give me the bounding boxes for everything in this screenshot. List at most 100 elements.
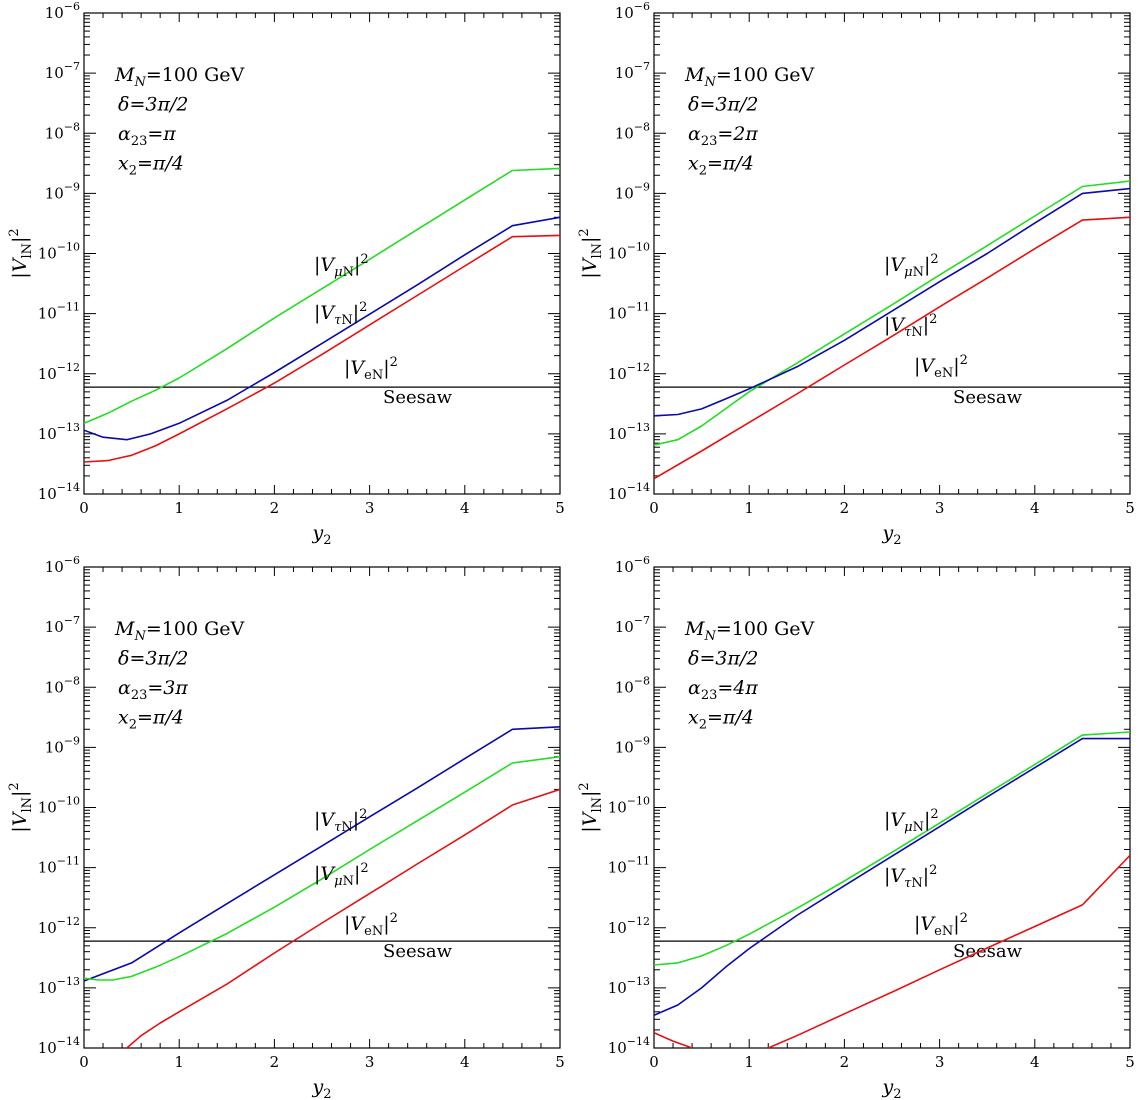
y-tick-label: 10−12 [608, 915, 650, 937]
series-label-e: |VeN|2 [914, 353, 968, 381]
x-tick-label: 2 [270, 1053, 280, 1071]
y-tick-label: 10−10 [608, 241, 650, 263]
y-tick-label: 10−8 [615, 674, 650, 696]
y-tick-label: 10−7 [45, 614, 80, 636]
x-tick-label: 0 [79, 1053, 89, 1071]
series-line-e [84, 234, 560, 463]
y-tick-label: 10−8 [615, 120, 650, 142]
seesaw-label: Seesaw [383, 941, 453, 962]
y-tick-label: 10−11 [38, 301, 80, 323]
param-line: δ=3π/2 [118, 648, 188, 670]
series-label-e: |VeN|2 [914, 911, 968, 939]
x-tick-label: 4 [460, 499, 470, 517]
series-label-mu: |VμN|2 [314, 252, 369, 280]
param-line: α23=3π [118, 677, 188, 703]
param-line: x2=π/4 [118, 153, 184, 179]
y-tick-label: 10−9 [45, 180, 80, 202]
y-tick-label: 10−9 [615, 180, 650, 202]
series-line-e [654, 1031, 693, 1048]
y-tick-label: 10−6 [45, 0, 80, 22]
y-tick-label: 10−8 [45, 674, 80, 696]
y-tick-label: 10−10 [38, 241, 80, 263]
x-tick-label: 1 [744, 499, 754, 517]
y-axis-title-text: |VlN|2 [577, 782, 605, 832]
y-tick-label: 10−9 [45, 734, 80, 756]
x-tick-label: 1 [174, 499, 184, 517]
y-tick-label: 10−10 [38, 795, 80, 817]
series-label-mu: |VμN|2 [884, 252, 939, 280]
param-line: δ=3π/2 [118, 94, 188, 116]
y-tick-label: 10−6 [45, 554, 80, 576]
param-line: α23=2π [688, 123, 758, 149]
y-tick-label: 10−7 [615, 614, 650, 636]
y-tick-label: 10−14 [38, 481, 80, 503]
series-label-tau: |VτN|2 [884, 312, 937, 340]
x-axis-title: y2 [311, 522, 331, 548]
y-tick-label: 10−6 [615, 0, 650, 22]
y-tick-label: 10−8 [45, 120, 80, 142]
series-label-tau: |VτN|2 [314, 300, 367, 328]
y-tick-label: 10−13 [38, 421, 80, 443]
seesaw-label: Seesaw [953, 387, 1023, 408]
x-tick-label: 4 [1030, 1053, 1040, 1071]
param-line: x2=π/4 [688, 707, 754, 733]
y-tick-label: 10−6 [615, 554, 650, 576]
y-tick-label: 10−13 [38, 975, 80, 997]
series-line-e [767, 854, 1130, 1048]
series-line-mu [84, 167, 560, 425]
y-tick-label: 10−14 [608, 1035, 650, 1057]
series-label-tau: |VτN|2 [884, 863, 937, 891]
y-axis-title: |VlN|2 [7, 782, 35, 832]
x-tick-label: 2 [270, 499, 280, 517]
y-axis-title-text: |VlN|2 [577, 228, 605, 278]
y-tick-label: 10−13 [608, 975, 650, 997]
series-line-mu [654, 180, 1130, 446]
y-tick-label: 10−12 [608, 361, 650, 383]
x-tick-label: 0 [649, 499, 659, 517]
seesaw-label: Seesaw [953, 941, 1023, 962]
seesaw-label: Seesaw [383, 387, 453, 408]
y-tick-label: 10−14 [38, 1035, 80, 1057]
y-tick-label: 10−10 [608, 795, 650, 817]
series-line-tau [84, 726, 560, 982]
x-axis-title: y2 [311, 1076, 331, 1100]
x-tick-label: 5 [555, 499, 565, 517]
series-line-e [126, 788, 560, 1048]
series-line-tau [654, 737, 1130, 1017]
y-axis-title-text: |VlN|2 [7, 782, 35, 832]
x-axis-title: y2 [881, 522, 901, 548]
param-line: α23=π [118, 123, 176, 149]
series-label-e: |VeN|2 [344, 911, 398, 939]
y-tick-label: 10−9 [615, 734, 650, 756]
param-line: MN=100 GeV [114, 64, 244, 90]
series-line-tau [84, 216, 560, 441]
param-line: MN=100 GeV [114, 618, 244, 644]
chart-panel-bottom-left: 0 1 2 3 4 5 10−14 10−13 10−12 10−11 10−10 10−9 10−8 1… [7, 554, 565, 1100]
series-label-tau: |VτN|2 [314, 807, 367, 835]
y-axis-title-text: |VlN|2 [7, 228, 35, 278]
y-tick-label: 10−7 [615, 60, 650, 82]
series-line-tau [654, 187, 1130, 417]
param-line: δ=3π/2 [688, 94, 758, 116]
chart-panel-bottom-right: 0 1 2 3 4 5 10−14 10−13 10−12 10−11 10−10 10−9 10−8 1… [577, 554, 1135, 1100]
series-label-mu: |VμN|2 [884, 807, 939, 835]
chart-panel-top-left: 0 1 2 3 4 5 10−14 10−13 10−12 10−11 10−10 10−9 10−8 1… [7, 0, 565, 548]
x-tick-label: 1 [174, 1053, 184, 1071]
y-tick-label: 10−11 [38, 855, 80, 877]
x-tick-label: 3 [365, 499, 375, 517]
y-tick-label: 10−12 [38, 915, 80, 937]
x-tick-label: 5 [1125, 1053, 1135, 1071]
x-tick-label: 1 [744, 1053, 754, 1071]
y-axis-title: |VlN|2 [577, 782, 605, 832]
x-tick-label: 3 [365, 1053, 375, 1071]
param-line: x2=π/4 [118, 707, 184, 733]
param-line: α23=4π [688, 677, 758, 703]
param-line: x2=π/4 [688, 153, 754, 179]
series-line-mu [84, 755, 560, 981]
series-label-e: |VeN|2 [344, 355, 398, 383]
x-tick-label: 2 [840, 499, 850, 517]
y-tick-label: 10−7 [45, 60, 80, 82]
x-tick-label: 3 [935, 1053, 945, 1071]
x-tick-label: 4 [1030, 499, 1040, 517]
